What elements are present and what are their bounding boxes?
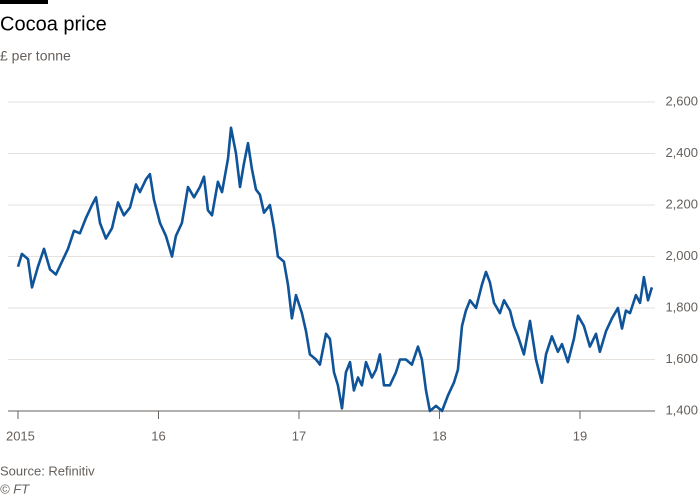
chart-subtitle: £ per tonne: [0, 48, 71, 64]
y-tick-label: 1,400: [665, 402, 698, 417]
x-tick-label: 16: [151, 428, 165, 443]
y-tick-label: 2,600: [665, 93, 698, 108]
price-line: [16, 126, 654, 413]
credit: © FT: [0, 481, 30, 496]
y-tick-label: 2,200: [665, 196, 698, 211]
y-tick-label: 1,800: [665, 299, 698, 314]
y-tick-label: 2,000: [665, 248, 698, 263]
x-tick-label: 18: [432, 428, 446, 443]
source: Source: Refinitiv: [0, 463, 95, 478]
y-tick-label: 1,600: [665, 351, 698, 366]
y-tick-label: 2,400: [665, 145, 698, 160]
x-tick-label: 19: [573, 428, 587, 443]
x-tick-label: 2015: [6, 428, 35, 443]
title-bar: [0, 0, 48, 4]
chart-title: Cocoa price: [0, 13, 107, 35]
x-tick-label: 17: [292, 428, 306, 443]
